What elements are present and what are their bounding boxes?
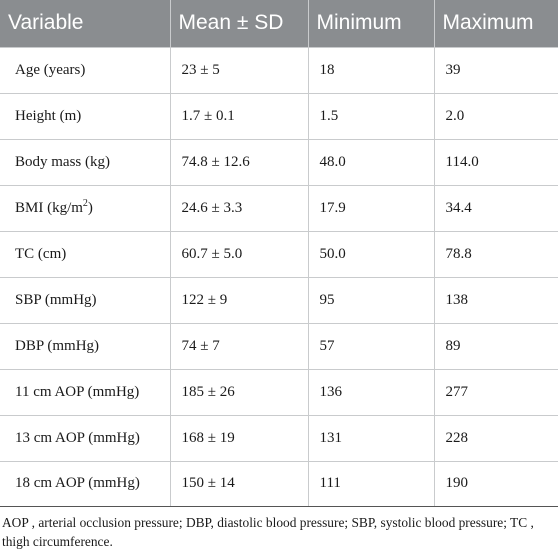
cell-minimum: 48.0 [307, 138, 435, 186]
cell-maximum: 277 [433, 368, 558, 416]
cell-minimum: 18 [307, 46, 435, 94]
cell-variable: Body mass (kg) [0, 138, 171, 186]
cell-maximum: 138 [433, 276, 558, 324]
cell-minimum: 50.0 [307, 230, 435, 278]
cell-minimum: 1.5 [307, 92, 435, 140]
cell-minimum: 131 [307, 414, 435, 462]
cell-variable: TC (cm) [0, 230, 171, 278]
header-row: Variable Mean ± SD Minimum Maximum [0, 0, 558, 47]
cell-variable: DBP (mmHg) [0, 322, 171, 370]
cell-maximum: 34.4 [433, 184, 558, 232]
table-row: 13 cm AOP (mmHg) 168 ± 19 131 228 [0, 414, 558, 462]
cell-variable: Height (m) [0, 92, 171, 140]
cell-mean-sd: 185 ± 26 [169, 368, 309, 416]
cell-mean-sd: 122 ± 9 [169, 276, 309, 324]
table-row: SBP (mmHg) 122 ± 9 95 138 [0, 276, 558, 324]
variable-text: BMI (kg/m [15, 199, 83, 216]
cell-maximum: 190 [433, 460, 558, 507]
cell-variable: 18 cm AOP (mmHg) [0, 460, 171, 507]
variable-suffix: ) [87, 199, 93, 216]
cell-mean-sd: 1.7 ± 0.1 [169, 92, 309, 140]
table-row: Age (years) 23 ± 5 18 39 [0, 46, 558, 94]
table-row: BMI (kg/m2) 24.6 ± 3.3 17.9 34.4 [0, 184, 558, 232]
statistics-table: Variable Mean ± SD Minimum Maximum Age (… [0, 0, 558, 507]
cell-minimum: 111 [307, 460, 435, 507]
header-mean-sd: Mean ± SD [169, 0, 308, 47]
cell-maximum: 114.0 [433, 138, 558, 186]
header-minimum: Minimum [307, 0, 434, 47]
cell-variable: 11 cm AOP (mmHg) [0, 368, 171, 416]
table-row: Height (m) 1.7 ± 0.1 1.5 2.0 [0, 92, 558, 140]
cell-mean-sd: 74 ± 7 [169, 322, 309, 370]
cell-maximum: 78.8 [433, 230, 558, 278]
cell-mean-sd: 168 ± 19 [169, 414, 309, 462]
cell-variable: 13 cm AOP (mmHg) [0, 414, 171, 462]
table-row: 18 cm AOP (mmHg) 150 ± 14 111 190 [0, 460, 558, 507]
header-variable: Variable [8, 11, 84, 35]
table-body: Age (years) 23 ± 5 18 39 Height (m) 1.7 … [0, 46, 558, 507]
superscript: 2 [82, 197, 88, 209]
cell-mean-sd: 23 ± 5 [169, 46, 309, 94]
table-row: Body mass (kg) 74.8 ± 12.6 48.0 114.0 [0, 138, 558, 186]
cell-variable: Age (years) [0, 46, 171, 94]
cell-minimum: 57 [307, 322, 435, 370]
cell-variable: BMI (kg/m2) [0, 184, 171, 232]
cell-mean-sd: 74.8 ± 12.6 [169, 138, 309, 186]
cell-minimum: 95 [307, 276, 435, 324]
header-maximum: Maximum [433, 0, 558, 47]
table-row: DBP (mmHg) 74 ± 7 57 89 [0, 322, 558, 370]
cell-maximum: 2.0 [433, 92, 558, 140]
table-row: 11 cm AOP (mmHg) 185 ± 26 136 277 [0, 368, 558, 416]
table-footnote: AOP , arterial occlusion pressure; DBP, … [2, 515, 534, 549]
cell-mean-sd: 150 ± 14 [169, 460, 309, 507]
cell-maximum: 228 [433, 414, 558, 462]
cell-maximum: 39 [433, 46, 558, 94]
table-row: TC (cm) 60.7 ± 5.0 50.0 78.8 [0, 230, 558, 278]
table-header: Variable Mean ± SD Minimum Maximum [0, 0, 558, 47]
cell-minimum: 17.9 [307, 184, 435, 232]
cell-minimum: 136 [307, 368, 435, 416]
cell-variable: SBP (mmHg) [0, 276, 171, 324]
cell-mean-sd: 24.6 ± 3.3 [169, 184, 309, 232]
cell-maximum: 89 [433, 322, 558, 370]
cell-mean-sd: 60.7 ± 5.0 [169, 230, 309, 278]
